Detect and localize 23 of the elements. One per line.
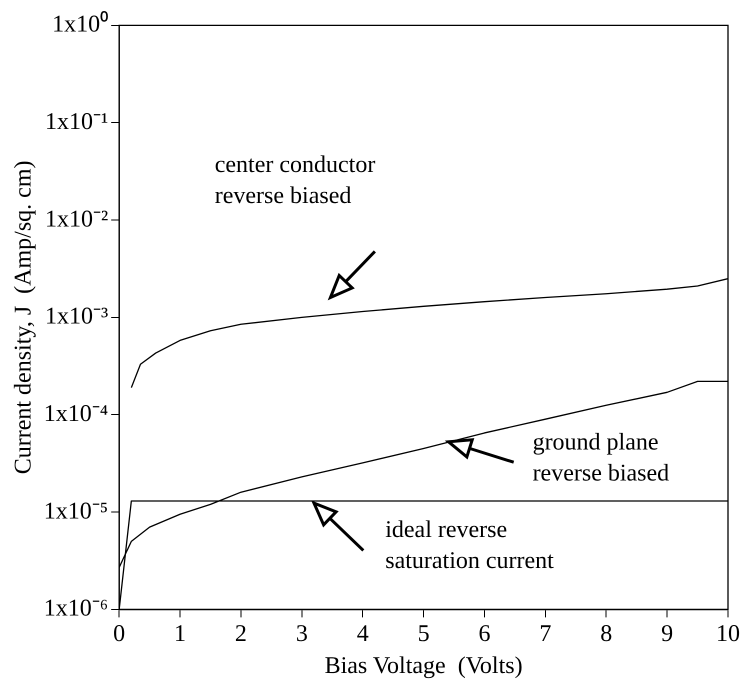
x-axis-title: Bias Voltage (Volts) [324,652,523,679]
x-tick-label: 10 [716,621,740,648]
x-tick-label: 7 [539,621,552,648]
x-tick-label: 3 [296,621,308,648]
x-tick-label: 5 [418,621,430,648]
y-axis-title: Current density, J (Amp/sq. cm) [10,160,37,474]
x-tick-label: 2 [234,621,247,648]
y-tick-label: 1x10⁻³ [44,304,108,330]
x-tick-label: 4 [356,621,369,648]
x-tick-label: 6 [478,621,490,648]
x-tick-label: 0 [113,621,126,648]
x-tick-label: 1 [174,621,186,648]
annotation: ideal reverse saturation current [385,516,554,574]
y-tick-label: 1x10⁻¹ [44,109,108,136]
x-tick-label: 9 [661,621,674,648]
y-tick-label: 1x10⁻⁵ [44,498,108,524]
y-tick-label: 1x10⁻⁴ [44,401,108,428]
y-tick-label: 1x10⁰ [52,10,108,38]
annotation: ground plane reverse biased [532,429,670,486]
x-tick-label: 8 [600,621,612,648]
y-tick-label: 1x10⁻² [44,206,108,232]
annotation: center conductor reverse biased [214,152,376,209]
y-tick-label: 1x10⁻⁶ [44,596,108,622]
